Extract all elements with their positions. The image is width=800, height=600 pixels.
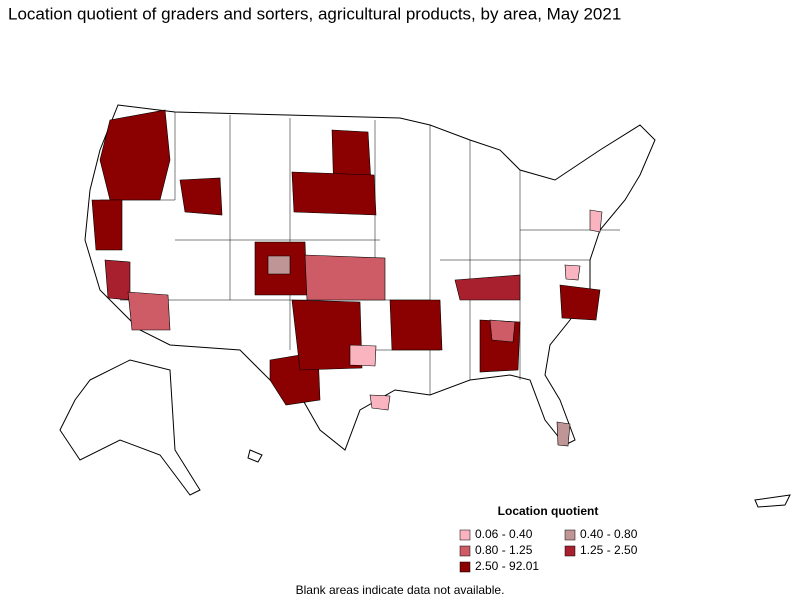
areas [91,109,603,447]
map-title: Location quotient of graders and sorters… [8,4,621,23]
legend-swatch [564,545,576,557]
area [454,274,521,301]
area [179,177,223,216]
hawaii [247,449,263,463]
footnote: Blank areas indicate data not available. [296,583,505,597]
area [556,421,571,447]
legend-label: 0.80 - 1.25 [475,543,533,557]
area [564,264,581,281]
area [91,199,123,251]
legend: 0.06 - 0.40 0.40 - 0.80 0.80 - 1.25 1.25 - … [459,527,638,573]
legend-label: 0.40 - 0.80 [580,527,638,541]
area [127,291,171,331]
area [369,394,391,411]
legend-label: 2.50 - 92.01 [475,559,539,573]
alaska [59,359,201,496]
legend-swatch [459,529,471,541]
area [389,299,443,351]
legend-label: 0.06 - 0.40 [475,527,533,541]
area [559,284,601,321]
area [489,319,516,343]
area [291,171,377,216]
area [99,109,171,201]
map [59,104,791,508]
area [589,209,603,233]
legend-swatch [459,545,471,557]
area [291,299,363,371]
area [349,344,377,367]
area [267,255,291,275]
area [104,259,131,301]
puerto-rico [754,494,791,508]
area [304,254,386,301]
legend-label: 1.25 - 2.50 [580,543,638,557]
legend-title: Location quotient [498,504,599,518]
legend-swatch [459,561,471,573]
legend-swatch [564,529,576,541]
